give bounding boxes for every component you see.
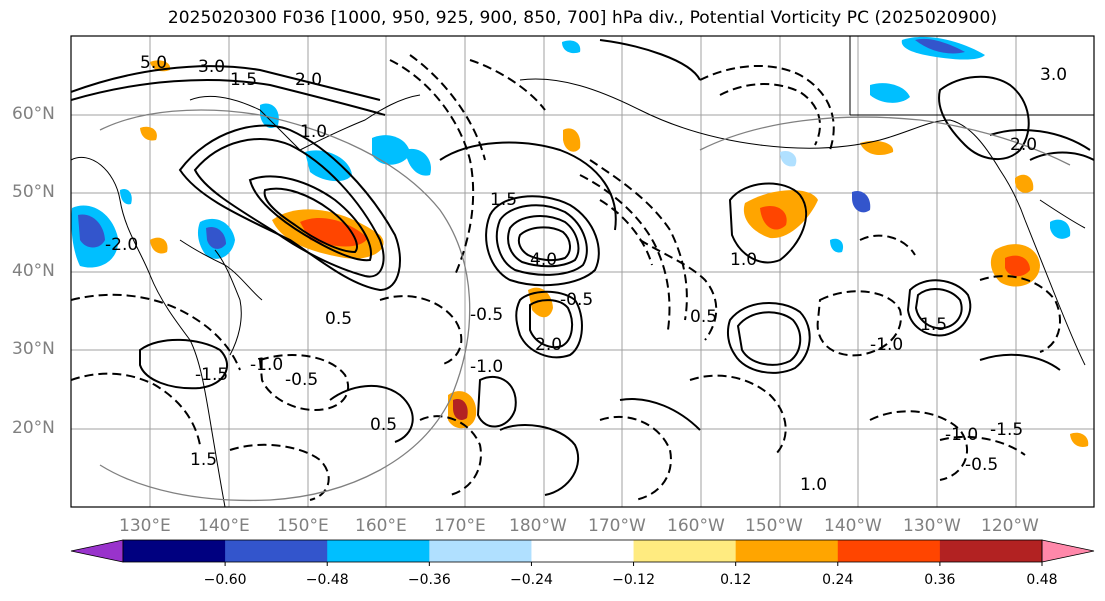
lat-label: 60°N xyxy=(12,104,55,124)
lon-label: 140°E xyxy=(198,516,250,536)
colorbar-tick-label: −0.36 xyxy=(407,572,451,588)
colorbar-segment xyxy=(327,540,430,562)
contour-label: -0.5 xyxy=(285,370,318,390)
graticule xyxy=(71,36,1094,507)
reference-arcs xyxy=(99,109,1071,502)
contour-label: 1.5 xyxy=(190,450,217,470)
colorbar-tick-label: 0.12 xyxy=(720,572,752,588)
contour-label: -1.0 xyxy=(470,357,503,377)
colorbar-segment xyxy=(633,540,737,562)
lon-label: 130°W xyxy=(903,516,961,536)
contour-label: -0.5 xyxy=(560,290,593,310)
lon-label: 160°E xyxy=(355,516,407,536)
contour-label: -1.5 xyxy=(195,365,228,385)
contour-label: -1.0 xyxy=(945,425,978,445)
lat-label: 30°N xyxy=(12,339,55,359)
contours-negative xyxy=(71,54,1061,501)
pv-positive-fills xyxy=(140,60,1089,447)
lat-label: 40°N xyxy=(12,261,55,281)
lon-label: 130°E xyxy=(119,516,171,536)
lon-label: 180°W xyxy=(509,516,567,536)
colorbar-tick-label: −0.48 xyxy=(305,572,349,588)
contour-labels: 5.0 3.0 1.5 2.0 1.0 0.5 -0.5 -1.0 -1.5 -… xyxy=(105,53,1067,495)
colorbar-tick-label: 0.24 xyxy=(822,572,854,588)
lat-label: 50°N xyxy=(12,182,55,202)
contour-label: 3.0 xyxy=(1040,65,1067,85)
contour-label: 2.0 xyxy=(535,335,562,355)
colorbar-segment xyxy=(837,540,941,562)
contour-label: 5.0 xyxy=(140,53,167,73)
contour-label: 3.0 xyxy=(198,57,225,77)
colorbar-tick-label: −0.60 xyxy=(203,572,247,588)
colorbar-segment xyxy=(123,540,226,562)
contour-label: 4.0 xyxy=(530,250,557,270)
contour-label: 1.5 xyxy=(920,315,947,335)
colorbar-segment xyxy=(225,540,328,562)
contour-label: -2.0 xyxy=(105,235,138,255)
lon-label: 120°W xyxy=(981,516,1039,536)
colorbar-tick-label: 0.48 xyxy=(1026,572,1058,588)
colorbar-tick-label: −0.24 xyxy=(509,572,553,588)
pv-negative-fills xyxy=(71,36,1071,268)
contour-label: -0.5 xyxy=(470,305,503,325)
colorbar-extend-low xyxy=(70,539,124,563)
colorbar-segment xyxy=(531,540,635,562)
lon-label: 170°W xyxy=(588,516,646,536)
contour-label: 1.0 xyxy=(730,250,757,270)
contour-label: -1.0 xyxy=(250,355,283,375)
lon-label: 150°E xyxy=(277,516,329,536)
lon-label: 160°W xyxy=(667,516,725,536)
plot-frame xyxy=(70,35,1095,508)
map-title: 2025020300 F036 [1000, 950, 925, 900, 85… xyxy=(167,8,998,28)
contour-label: 1.5 xyxy=(490,190,517,210)
lon-label: 140°W xyxy=(824,516,882,536)
coastlines xyxy=(71,36,1094,507)
contour-label: 2.0 xyxy=(1010,135,1037,155)
contour-label: 1.0 xyxy=(800,475,827,495)
contour-label: 0.5 xyxy=(690,307,717,327)
colorbar-tick-label: 0.36 xyxy=(924,572,956,588)
colorbar-extend-high xyxy=(1041,539,1095,563)
colorbar-segment xyxy=(939,540,1043,562)
colorbar-frame xyxy=(122,539,1043,563)
contours-positive xyxy=(71,39,1094,496)
lat-label: 20°N xyxy=(12,418,55,438)
contour-label: -1.5 xyxy=(990,420,1023,440)
contour-label: -1.0 xyxy=(870,335,903,355)
contour-label: -0.5 xyxy=(965,455,998,475)
lon-label: 150°W xyxy=(745,516,803,536)
contour-label: 2.0 xyxy=(295,70,322,90)
contour-label: 0.5 xyxy=(370,415,397,435)
contour-label: 1.5 xyxy=(230,70,257,90)
contour-label: 1.0 xyxy=(300,122,327,142)
contour-label: 0.5 xyxy=(325,309,352,329)
colorbar-segment xyxy=(735,540,839,562)
colorbar-tick-label: −0.12 xyxy=(612,572,655,588)
lon-label: 170°E xyxy=(434,516,486,536)
colorbar-segment xyxy=(429,540,532,562)
colorbar xyxy=(70,539,1095,566)
